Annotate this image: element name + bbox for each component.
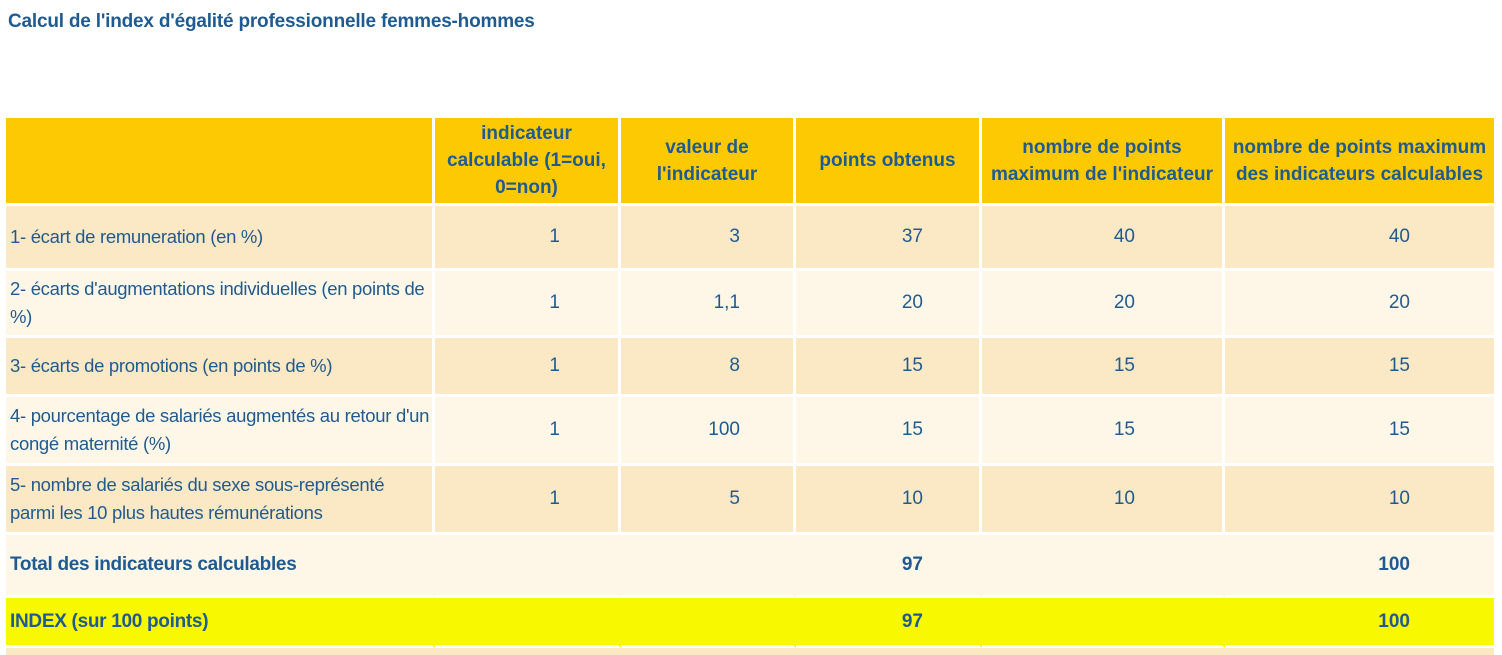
cell-value: 20 [796, 271, 982, 338]
cell-value: 1 [435, 466, 621, 535]
index-empty-cell [621, 598, 796, 648]
total-empty-cell [621, 535, 796, 598]
cell-value: 1,1 [621, 271, 796, 338]
row-label-ecarts-augmentations: 2- écarts d'augmentations individuelles … [6, 271, 435, 338]
cell-value: 1 [435, 338, 621, 397]
index-points-obtenus: 97 [796, 598, 982, 648]
cell-value: 15 [1225, 338, 1494, 397]
header-col-calculable: indicateur calculable (1=oui, 0=non) [435, 118, 621, 206]
cell-value: 10 [1225, 466, 1494, 535]
index-row-label: INDEX (sur 100 points) [6, 598, 435, 648]
cell-value: 15 [1225, 397, 1494, 466]
header-col-max-indicateur: nombre de points maximum de l'indicateur [982, 118, 1225, 206]
total-points-obtenus: 97 [796, 535, 982, 598]
cell-value: 5 [621, 466, 796, 535]
cell-value: 10 [982, 466, 1225, 535]
total-empty-cell [982, 535, 1225, 598]
header-empty-cell [6, 118, 435, 206]
cell-value: 15 [982, 338, 1225, 397]
cell-value: 1 [435, 206, 621, 271]
cell-value: 40 [1225, 206, 1494, 271]
cell-value: 3 [621, 206, 796, 271]
cell-value: 8 [621, 338, 796, 397]
index-empty-cell [435, 598, 621, 648]
cell-value: 40 [982, 206, 1225, 271]
header-col-max-calculables: nombre de points maximum des indicateurs… [1225, 118, 1494, 206]
header-col-points-obtenus: points obtenus [796, 118, 982, 206]
cell-value: 15 [796, 338, 982, 397]
index-max-calculables: 100 [1225, 598, 1494, 648]
total-row-label: Total des indicateurs calculables [6, 535, 435, 598]
cell-value: 15 [982, 397, 1225, 466]
cell-value: 20 [1225, 271, 1494, 338]
equality-index-table: indicateur calculable (1=oui, 0=non) val… [6, 118, 1494, 655]
header-col-valeur: valeur de l'indicateur [621, 118, 796, 206]
cell-value: 15 [796, 397, 982, 466]
cell-value: 100 [621, 397, 796, 466]
row-label-ecart-remuneration: 1- écart de remuneration (en %) [6, 206, 435, 271]
index-empty-cell [982, 598, 1225, 648]
row-label-conge-maternite: 4- pourcentage de salariés augmentés au … [6, 397, 435, 466]
clipped-row-sliver [6, 648, 1494, 655]
cell-value: 1 [435, 271, 621, 338]
total-max-calculables: 100 [1225, 535, 1494, 598]
row-label-hautes-remunerations: 5- nombre de salariés du sexe sous-repré… [6, 466, 435, 535]
cell-value: 37 [796, 206, 982, 271]
cell-value: 20 [982, 271, 1225, 338]
row-label-ecarts-promotions: 3- écarts de promotions (en points de %) [6, 338, 435, 397]
page-title: Calcul de l'index d'égalité professionne… [8, 11, 535, 32]
total-empty-cell [435, 535, 621, 598]
cell-value: 1 [435, 397, 621, 466]
cell-value: 10 [796, 466, 982, 535]
